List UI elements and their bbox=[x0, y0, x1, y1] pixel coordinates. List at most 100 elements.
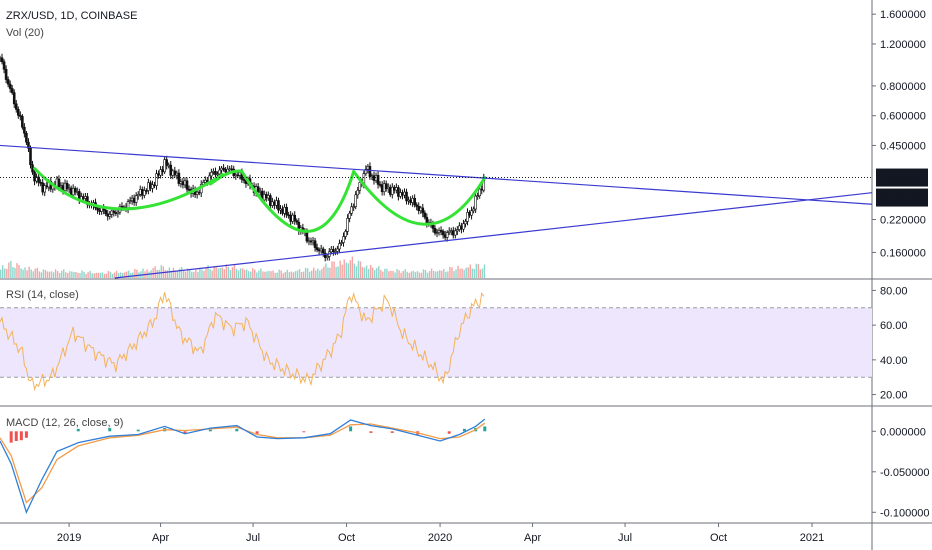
candle-body bbox=[283, 206, 286, 214]
volume-bar bbox=[288, 272, 291, 278]
candle-body bbox=[128, 200, 132, 202]
candle-body bbox=[59, 185, 63, 188]
candle-body bbox=[409, 199, 412, 203]
candle-body bbox=[143, 190, 146, 196]
volume-bar bbox=[313, 267, 315, 278]
candle-body bbox=[350, 206, 353, 214]
candle-body bbox=[134, 195, 138, 203]
volume-bar bbox=[0, 269, 2, 278]
volume-bar bbox=[384, 268, 386, 278]
volume-bar bbox=[445, 271, 447, 278]
candle-body bbox=[338, 243, 341, 250]
volume-bar bbox=[461, 268, 463, 278]
volume-bar bbox=[75, 271, 77, 278]
volume-bar bbox=[357, 260, 360, 278]
macd-histogram-bar bbox=[235, 428, 239, 432]
candle-body bbox=[382, 183, 386, 193]
candle-body bbox=[472, 208, 475, 212]
volume-bar bbox=[223, 269, 226, 278]
price-tick-label: 0.600000 bbox=[880, 111, 926, 123]
volume-bar bbox=[365, 265, 368, 278]
macd-histogram-bar bbox=[390, 431, 394, 433]
volume-bar bbox=[148, 271, 150, 278]
candle-body bbox=[273, 201, 276, 206]
volume-bar bbox=[18, 265, 20, 278]
volume-bar bbox=[457, 265, 459, 278]
volume-bar bbox=[73, 272, 75, 278]
volume-bar bbox=[36, 267, 39, 278]
volume-bar bbox=[56, 271, 59, 278]
volume-bar bbox=[2, 265, 4, 278]
candle-body bbox=[332, 249, 335, 253]
candle-body bbox=[454, 230, 457, 236]
volume-bar bbox=[343, 259, 345, 278]
volume-bar bbox=[475, 263, 478, 278]
volume-bar bbox=[361, 267, 364, 278]
candle-body bbox=[287, 214, 290, 217]
volume-bar bbox=[107, 270, 110, 278]
volume-bar bbox=[77, 272, 79, 278]
volume-bar bbox=[126, 271, 128, 278]
volume-bar bbox=[386, 268, 388, 278]
volume-legend[interactable]: Vol (20) bbox=[6, 27, 44, 39]
candle-body bbox=[161, 169, 164, 173]
volume-bar bbox=[233, 264, 236, 278]
macd-histogram-bar bbox=[349, 426, 353, 432]
macd-histogram-bar bbox=[14, 431, 18, 442]
volume-bar bbox=[441, 270, 443, 278]
last-price-badge bbox=[876, 168, 928, 187]
candle-body bbox=[41, 182, 44, 193]
volume-bar bbox=[428, 271, 431, 278]
volume-bar bbox=[392, 270, 394, 278]
volume-bar bbox=[323, 266, 325, 278]
volume-bar bbox=[184, 271, 187, 278]
time-tick-label: Jul bbox=[246, 532, 260, 544]
volume-bar bbox=[160, 265, 163, 278]
volume-bar bbox=[97, 272, 99, 278]
candle-body bbox=[187, 188, 191, 191]
volume-bar bbox=[28, 266, 30, 278]
candle-body bbox=[67, 187, 71, 190]
macd-histogram-bar bbox=[183, 431, 187, 434]
candle-body bbox=[466, 212, 469, 222]
candle-body bbox=[19, 115, 22, 117]
candle-body bbox=[356, 190, 360, 196]
volume-bar bbox=[335, 266, 337, 278]
candle-body bbox=[291, 214, 294, 222]
candle-body bbox=[462, 223, 465, 230]
candle-body bbox=[417, 206, 421, 211]
volume-bar bbox=[46, 271, 49, 278]
macd-legend[interactable]: MACD (12, 26, close, 9) bbox=[6, 417, 124, 429]
volume-bar bbox=[256, 272, 258, 278]
volume-bar bbox=[180, 267, 183, 278]
volume-bar bbox=[60, 270, 63, 278]
candle-body bbox=[173, 170, 177, 176]
volume-bar bbox=[398, 270, 400, 278]
candle-body bbox=[132, 197, 136, 203]
symbol-title[interactable]: ZRX/USD, 1D, COINBASE bbox=[6, 10, 138, 22]
volume-bar bbox=[79, 273, 81, 278]
rsi-tick-label: 60.00 bbox=[880, 320, 908, 332]
volume-bar bbox=[254, 269, 256, 278]
volume-bar bbox=[209, 269, 211, 278]
volume-bar bbox=[319, 270, 321, 278]
volume-bar bbox=[237, 270, 240, 278]
candle-body bbox=[334, 251, 337, 253]
cup-curve-2 bbox=[240, 170, 356, 233]
candle-body bbox=[340, 242, 343, 244]
rsi-legend[interactable]: RSI (14, close) bbox=[6, 289, 79, 301]
rsi-tick-label: 20.00 bbox=[880, 390, 908, 402]
volume-bar bbox=[479, 269, 482, 278]
price-tick-label: 0.800000 bbox=[880, 81, 926, 93]
volume-bar bbox=[341, 264, 343, 278]
volume-bar bbox=[54, 269, 57, 278]
volume-bar bbox=[463, 269, 465, 278]
time-tick-label: 2019 bbox=[57, 532, 81, 544]
volume-bar bbox=[44, 270, 47, 278]
volume-bar bbox=[32, 271, 34, 278]
volume-bar bbox=[371, 267, 374, 278]
volume-bar bbox=[325, 263, 327, 278]
volume-bar bbox=[85, 273, 87, 278]
volume-bar bbox=[113, 272, 116, 278]
